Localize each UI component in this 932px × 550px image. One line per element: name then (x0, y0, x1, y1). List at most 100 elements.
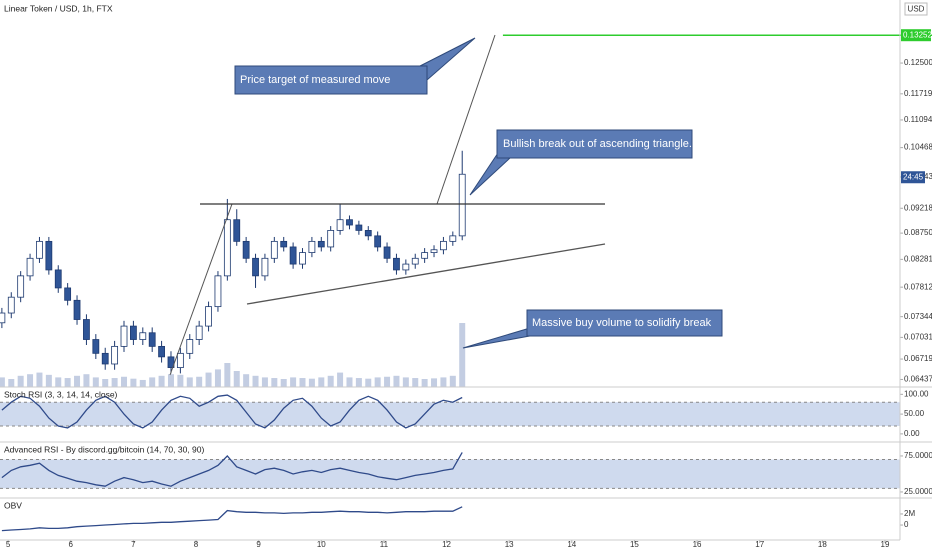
candle-body (223, 219, 231, 277)
candle-body (308, 240, 316, 253)
volume-bar (252, 375, 259, 387)
x-tick-label: 14 (567, 540, 576, 549)
volume-bar (167, 374, 174, 387)
volume-bar (412, 378, 419, 387)
y-tick-label: 75.000000 (904, 451, 932, 460)
y-tick-label: 0 (904, 520, 909, 529)
candle-body (83, 319, 90, 340)
volume-bar (55, 377, 62, 387)
candle-body (364, 230, 372, 237)
x-tick-label: 9 (256, 540, 261, 549)
candle-body (374, 235, 382, 248)
y-tick-label: 0.082815 (904, 254, 932, 263)
volume-bar (196, 376, 203, 387)
chart-title: Linear Token / USD, 1h, FTX (4, 3, 113, 13)
volume-bar (346, 377, 353, 387)
volume-bar (102, 379, 109, 387)
candle-body (54, 269, 62, 289)
volume-bar (290, 377, 297, 387)
volume-bar (243, 374, 250, 387)
candle-body (355, 224, 363, 231)
volume-bar (36, 372, 43, 387)
candle-body (336, 219, 344, 231)
candle-body (120, 325, 128, 347)
callout-text: Massive buy volume to solidify break (532, 317, 712, 329)
candle-body (186, 339, 194, 354)
candle-body (26, 257, 34, 277)
volume-bar (83, 374, 90, 387)
support-line (246, 243, 606, 305)
candle-body (261, 257, 269, 277)
volume-bar (224, 363, 231, 387)
volume-bar (45, 374, 52, 387)
x-tick-label: 8 (194, 540, 199, 549)
x-tick-label: 18 (818, 540, 827, 549)
currency-box (904, 2, 928, 16)
volume-bar (431, 378, 438, 387)
volume-bar (17, 375, 24, 387)
volume-bar (421, 379, 428, 387)
y-tick-label: 0.070315 (904, 332, 932, 341)
volume-bar (459, 323, 466, 387)
candle-body (73, 299, 81, 320)
countdown-tag (901, 171, 925, 184)
candle-body (458, 173, 466, 237)
volume-bar (8, 379, 15, 387)
y-tick-label: 0.092185 (904, 203, 932, 212)
panel-title: Advanced RSI - By discord.gg/bitcoin (14… (4, 444, 205, 454)
candle-body (393, 257, 400, 271)
y-tick-label: 100.00 (904, 389, 929, 398)
y-tick-label: 2M (904, 509, 915, 518)
y-tick-label: 0.078125 (904, 282, 932, 291)
y-tick-label: 0.00 (904, 429, 920, 438)
band (0, 402, 900, 426)
volume-bar (280, 379, 287, 387)
candle-body (440, 240, 447, 251)
candle-body (101, 352, 109, 365)
candle-body (411, 257, 419, 265)
volume-bar (0, 377, 5, 387)
candle-body (148, 332, 156, 347)
volume-bar (318, 377, 325, 387)
indicator-line (1, 452, 463, 487)
x-tick-label: 10 (317, 540, 326, 549)
callout: Bullish break out of ascending triangle. (469, 129, 693, 196)
volume-bar (299, 378, 306, 387)
volume-bar (139, 379, 146, 387)
y-tick-label: 25.000000 (904, 487, 932, 496)
candle-body (402, 263, 410, 271)
candle-body (214, 275, 222, 308)
volume-bar (384, 376, 391, 387)
candle-body (7, 296, 15, 314)
x-tick-label: 19 (881, 540, 890, 549)
candle-body (270, 240, 278, 259)
x-tick-label: 13 (505, 540, 514, 549)
candle-body (176, 352, 184, 368)
x-tick-label: 12 (442, 540, 451, 549)
volume-bar (214, 369, 221, 387)
volume-bar (27, 374, 34, 387)
volume-bar (177, 374, 184, 387)
panel-title: OBV (4, 500, 22, 510)
x-tick-label: 17 (755, 540, 764, 549)
candle-body (242, 240, 250, 259)
volume-bar (130, 378, 137, 387)
volume-bar (111, 378, 118, 387)
candle-body (139, 332, 147, 340)
volume-bar (440, 377, 447, 387)
volume-bar (186, 377, 193, 387)
candle-body (158, 345, 165, 358)
callout-text: Bullish break out of ascending triangle. (503, 138, 692, 150)
y-tick-label: 50.00 (904, 409, 925, 418)
callout-text: Price target of measured move (240, 74, 390, 86)
volume-bar (158, 375, 165, 387)
candle-body (92, 339, 100, 354)
candle-body (130, 325, 137, 340)
x-tick-label: 15 (630, 540, 639, 549)
candle-body (111, 345, 119, 365)
callout: Price target of measured move (234, 37, 476, 95)
